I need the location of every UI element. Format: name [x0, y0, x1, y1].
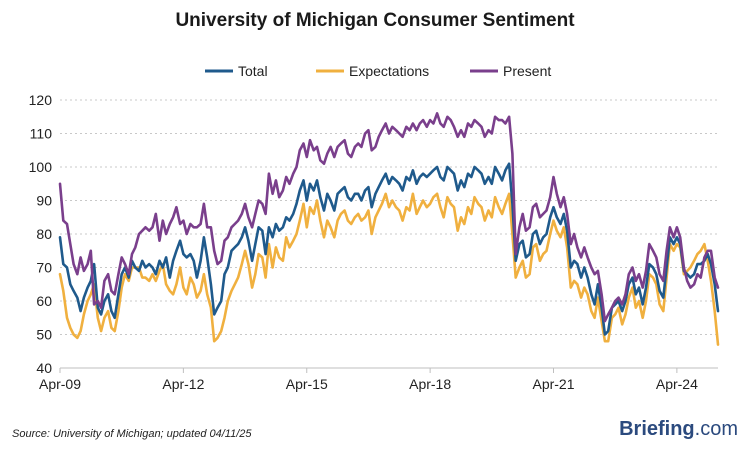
chart-title: University of Michigan Consumer Sentimen… — [175, 10, 575, 31]
brand-domain: .com — [694, 418, 738, 440]
source-note: Source: University of Michigan; updated … — [12, 428, 252, 440]
brand-logo: Briefing.com — [619, 418, 738, 441]
x-tick-label: Apr-12 — [162, 376, 204, 392]
y-tick-label: 60 — [36, 293, 52, 309]
series-line-present — [58, 112, 720, 323]
y-tick-label: 120 — [29, 92, 53, 108]
series-line-expectations — [58, 192, 720, 346]
x-tick-label: Apr-15 — [286, 376, 328, 392]
y-tick-label: 90 — [36, 193, 52, 209]
y-tick-label: 100 — [29, 159, 53, 175]
x-tick-label: Apr-24 — [656, 376, 698, 392]
y-tick-label: 70 — [36, 260, 52, 276]
x-tick-label: Apr-09 — [39, 376, 81, 392]
legend-label-present: Present — [503, 63, 551, 79]
y-tick-label: 80 — [36, 226, 52, 242]
series-layer — [58, 112, 720, 346]
x-tick-label: Apr-18 — [409, 376, 451, 392]
legend-label-expectations: Expectations — [349, 63, 429, 79]
legend-label-total: Total — [238, 63, 268, 79]
legend: Total Expectations Present — [205, 63, 551, 79]
y-tick-label: 110 — [30, 126, 53, 142]
y-tick-label: 40 — [36, 360, 52, 376]
brand-name: Briefing — [619, 418, 695, 440]
series-line-total — [58, 162, 720, 336]
x-tick-label: Apr-21 — [532, 376, 574, 392]
axes: 40 50 60 70 80 90 100 110 120 Apr-09 Apr-12 Apr-15 A… — [29, 92, 718, 392]
y-tick-label: 50 — [36, 327, 52, 343]
